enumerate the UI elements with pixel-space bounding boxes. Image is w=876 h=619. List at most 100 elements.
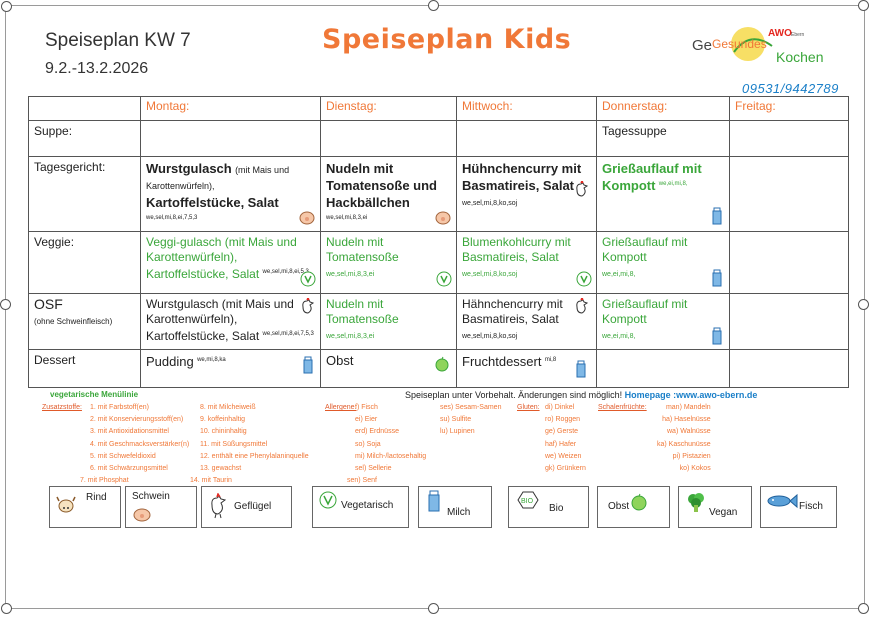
dish-name: Wurstgulasch (mit Mais und Karottenwürfe… <box>146 297 294 343</box>
cell <box>320 120 457 157</box>
fruit-icon <box>631 493 647 511</box>
milk-icon <box>712 269 722 287</box>
notice-text: Speiseplan unter Vorbehalt. Änderungen s… <box>405 390 623 400</box>
legend-label: Vegan <box>709 507 738 518</box>
legend-box-obst: Obst <box>597 486 670 528</box>
allergen-item: ses) Sesam-Samen <box>440 404 502 411</box>
resize-handle[interactable] <box>428 0 439 11</box>
legend-label: Fisch <box>799 501 823 512</box>
additive-item: 7. mit Phosphat <box>80 477 129 485</box>
row-label-osf-cell: OSF (ohne Schweinfleisch) <box>28 293 141 350</box>
allergens-col2: ses) Sesam-Samen su) Sulfite lu) Lupinen <box>440 402 501 439</box>
dish-name: Pudding <box>146 354 194 369</box>
additive-item: 3. mit Antioxidationsmittel <box>90 428 169 436</box>
logo-gesundes-text: Gesundes <box>712 37 767 51</box>
meal-cell: Wurstgulasch (mit Mais und Karottenwürfe… <box>140 156 321 232</box>
dish-name: Veggi-gulasch (mit Mais und Karottenwürf… <box>146 235 297 281</box>
resize-handle[interactable] <box>1 1 12 12</box>
gluten-item: we) Weizen <box>545 452 582 460</box>
gluten-heading: Gluten: <box>517 404 540 411</box>
resize-handle[interactable] <box>1 603 12 614</box>
vegetarian-icon <box>319 491 337 509</box>
additive-item: 10. chininhaltig <box>200 428 247 436</box>
allergen-code: we,sel,mi,8,ko,soj <box>462 200 518 207</box>
legend-box-gefluegel: Geflügel <box>201 486 292 528</box>
table-row: Suppe: Tagessuppe <box>28 120 849 157</box>
nuts-col: man) Mandeln ha) Haselnüsse wa) Walnüsse… <box>657 402 711 475</box>
cow-icon <box>56 496 76 513</box>
allergen-item: so) Soja <box>355 440 381 448</box>
vegetarian-icon <box>436 271 452 287</box>
day-header-wednesday: Mittwoch: <box>456 96 597 121</box>
gluten-item: haf) Hafer <box>545 440 577 448</box>
meal-cell: Nudeln mit Tomatensoße we,sel,mi,8,3,ei <box>320 231 457 294</box>
gluten-item: gk) Grünkern <box>545 465 586 473</box>
meal-cell: Grießauflauf mit Kompott we,ei,mi,8, <box>596 293 730 350</box>
homepage-link[interactable]: Homepage :www.awo-ebern.de <box>624 390 758 400</box>
additive-item: 1. mit Farbstoff(en) <box>90 404 150 411</box>
gluten-item: di) Dinkel <box>545 404 575 411</box>
gluten-item: ro) Roggen <box>545 416 581 424</box>
nut-item: man) Mandeln <box>665 404 711 411</box>
legend-label: Schwein <box>132 491 170 502</box>
day-header-tuesday: Dienstag: <box>320 96 457 121</box>
day-header-friday: Freitag: <box>729 96 849 121</box>
dish-name: Grießauflauf mit Kompott <box>602 235 688 264</box>
allergen-code: we,ei,mi,8, <box>602 333 636 340</box>
legend-box-milch: Milch <box>418 486 492 528</box>
meal-cell: Obst <box>320 349 457 388</box>
dish-name: Grießauflauf mit Kompott <box>602 297 688 326</box>
day-header-monday: Montag: <box>140 96 321 121</box>
dish-name: Hähnchencurry mit Basmatireis, Salat <box>462 297 563 326</box>
pig-icon <box>435 211 451 225</box>
table-row: Veggie: Veggi-gulasch (mit Mais und Karo… <box>28 231 849 294</box>
cell <box>140 120 321 157</box>
cell <box>729 120 849 157</box>
vegan-broccoli-icon <box>688 493 704 512</box>
plan-date-range: 9.2.-13.2.2026 <box>45 60 149 77</box>
additive-item: 4. mit Geschmacksverstärker(n) <box>90 440 190 448</box>
dish-name: Nudeln mit Tomatensoße <box>326 235 399 264</box>
meal-cell: Veggi-gulasch (mit Mais und Karottenwürf… <box>140 231 321 294</box>
additive-item: 13. gewachst <box>200 465 242 473</box>
resize-handle[interactable] <box>858 299 869 310</box>
legend-label: Bio <box>549 503 564 514</box>
milk-icon <box>712 207 722 225</box>
phone-number[interactable]: 09531/9442789 <box>742 81 839 96</box>
legend-box-vegan: Vegan <box>678 486 752 528</box>
resize-handle[interactable] <box>0 299 11 310</box>
svg-text:BIO: BIO <box>521 498 534 505</box>
additive-item: 12. enthält eine Phenylalaninquelle <box>200 452 309 460</box>
allergen-code: we,sel,mi,8,ei,7,5,3 <box>262 331 314 337</box>
chicken-icon <box>302 298 315 314</box>
resize-handle[interactable] <box>858 603 869 614</box>
day-header-thursday: Donnerstag: <box>596 96 730 121</box>
row-label-dessert: Dessert <box>28 349 141 388</box>
meal-cell: Wurstgulasch (mit Mais und Karottenwürfe… <box>140 293 321 350</box>
cell <box>596 349 730 388</box>
vegetarian-icon <box>300 271 316 287</box>
svg-text:Ge: Ge <box>692 37 712 54</box>
vegetarian-line-label: vegetarische Menülinie <box>50 390 139 399</box>
additive-item: 11. mit Süßungsmittel <box>200 440 268 448</box>
allergen-code: we,mi,8,ka <box>197 357 226 363</box>
allergen-item: mi) Milch-/lactosehaltig <box>355 452 427 460</box>
allergen-code: mi,8 <box>544 357 557 363</box>
additives-col2: 8. mit Milcheiweiß 9. koffeinhaltig 10. … <box>190 402 309 487</box>
vegetarian-icon <box>576 271 592 287</box>
allergens-heading-wrap: Allergene: <box>325 402 357 414</box>
meal-plan-table: Montag: Dienstag: Mittwoch: Donnerstag: … <box>28 96 849 388</box>
resize-handle[interactable] <box>428 603 439 614</box>
allergen-code: we,sel,mi,8,3,ei <box>326 271 375 278</box>
cell <box>729 349 849 388</box>
pig-icon <box>133 508 151 522</box>
fish-icon <box>767 493 798 509</box>
dish-name: Nudeln mit Tomatensoße <box>326 297 399 326</box>
allergen-item: sen) Senf <box>347 477 377 485</box>
resize-handle[interactable] <box>858 0 869 11</box>
legend-box-rind: Rind <box>49 486 121 528</box>
milk-icon <box>712 327 722 345</box>
legend-box-schwein: Schwein <box>125 486 197 528</box>
dish-name: Grießauflauf mit Kompott <box>602 161 702 193</box>
allergen-code: we,sel,mi,8,ko,soj <box>462 333 518 340</box>
